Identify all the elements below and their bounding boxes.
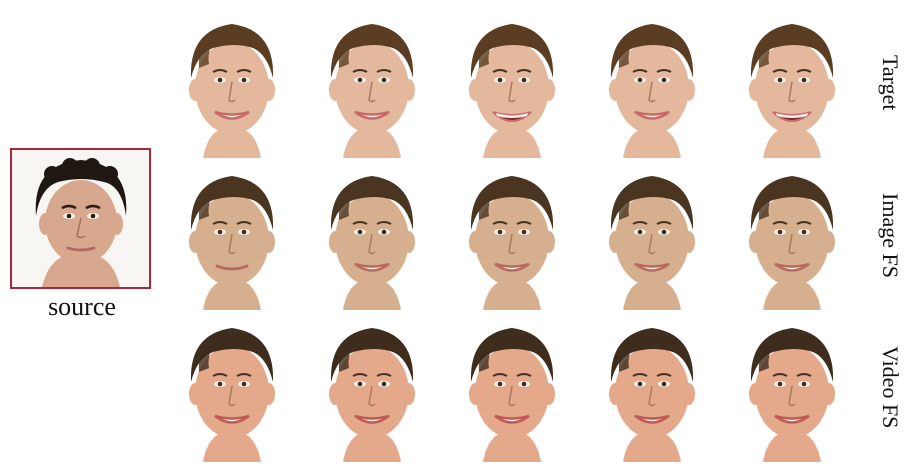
source-label: source (48, 292, 116, 321)
face-image-target-4 (583, 8, 721, 158)
face-image-target-3 (443, 8, 581, 158)
face-image-video-fs-3 (443, 312, 581, 462)
face-image-image-fs-2 (303, 160, 441, 310)
face-image-video-fs-1 (163, 312, 301, 462)
face-image-video-fs-5 (723, 312, 861, 462)
source-face-image (12, 150, 149, 287)
row-label-target: Target (878, 55, 903, 111)
row-label-video-fs: Video FS (878, 345, 903, 429)
row-label-image-fs: Image FS (878, 192, 903, 278)
face-image-target-5 (723, 8, 861, 158)
face-image-image-fs-5 (723, 160, 861, 310)
face-image-image-fs-4 (583, 160, 721, 310)
face-image-image-fs-1 (163, 160, 301, 310)
source-frame (10, 148, 151, 289)
face-image-target-1 (163, 8, 301, 158)
face-image-target-2 (303, 8, 441, 158)
face-image-image-fs-3 (443, 160, 581, 310)
face-image-video-fs-2 (303, 312, 441, 462)
face-image-video-fs-4 (583, 312, 721, 462)
